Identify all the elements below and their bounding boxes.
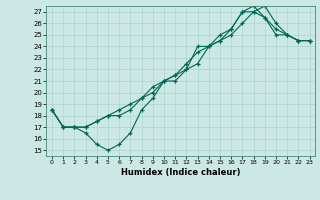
X-axis label: Humidex (Indice chaleur): Humidex (Indice chaleur) <box>121 168 241 177</box>
